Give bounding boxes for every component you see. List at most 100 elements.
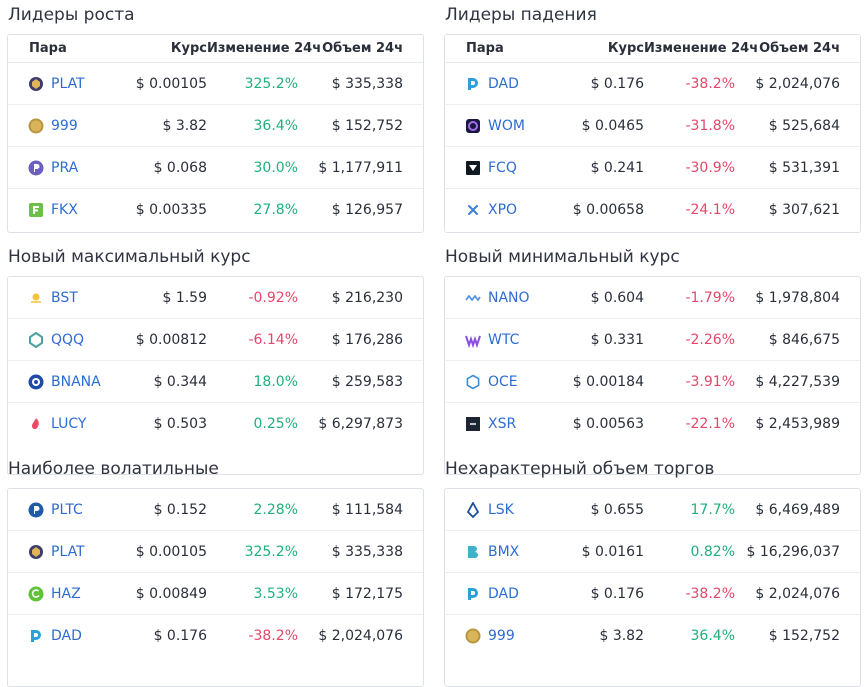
fcq-coin-icon <box>465 160 481 176</box>
price-cell: $ 0.0465 <box>581 117 644 134</box>
pair-link[interactable]: WOM <box>488 117 525 134</box>
pair-link[interactable]: DAD <box>51 627 82 644</box>
table-row[interactable]: LSK $ 0.655 17.7% $ 6,469,489 <box>445 489 860 531</box>
price-cell: $ 0.00563 <box>572 415 644 432</box>
table-row[interactable]: DAD $ 0.176 -38.2% $ 2,024,076 <box>8 615 423 656</box>
pair-link[interactable]: BST <box>51 289 78 306</box>
price-cell: $ 0.344 <box>153 373 207 390</box>
price-cell: $ 0.00335 <box>135 201 207 218</box>
change-cell: -30.9% <box>685 159 735 176</box>
col-header-pair: Пара <box>29 41 67 56</box>
section-most-volatile: Наиболее волатильные PLTC $ 0.152 2.28% … <box>7 454 424 687</box>
999-coin-icon <box>465 628 481 644</box>
section-top-gainers: Лидеры роста Пара Курс Изменение 24ч Объ… <box>7 0 424 233</box>
table-row[interactable]: BNANA $ 0.344 18.0% $ 259,583 <box>8 361 423 403</box>
price-cell: $ 3.82 <box>599 627 644 644</box>
pair-link[interactable]: OCE <box>488 373 518 390</box>
pair-link[interactable]: PLTC <box>51 501 83 518</box>
change-cell: -38.2% <box>685 75 735 92</box>
section-title: Новый максимальный курс <box>8 247 251 267</box>
pair-link[interactable]: FCQ <box>488 159 517 176</box>
pair-link[interactable]: LSK <box>488 501 514 518</box>
pair-link[interactable]: XSR <box>488 415 517 432</box>
table-row[interactable]: BMX $ 0.0161 0.82% $ 16,296,037 <box>445 531 860 573</box>
table-row[interactable]: FCQ $ 0.241 -30.9% $ 531,391 <box>445 147 860 189</box>
change-cell: -22.1% <box>685 415 735 432</box>
pairs-table: Пара Курс Изменение 24ч Объем 24ч DAD $ … <box>444 34 861 233</box>
change-cell: -38.2% <box>685 585 735 602</box>
col-header-price: Курс <box>170 41 207 56</box>
pair-link[interactable]: XPO <box>488 201 518 218</box>
table-row[interactable]: WOM $ 0.0465 -31.8% $ 525,684 <box>445 105 860 147</box>
price-cell: $ 0.331 <box>590 331 644 348</box>
price-cell: $ 0.176 <box>153 627 207 644</box>
price-cell: $ 0.604 <box>590 289 644 306</box>
table-row[interactable]: DAD $ 0.176 -38.2% $ 2,024,076 <box>445 573 860 615</box>
volume-cell: $ 152,752 <box>768 627 840 644</box>
change-cell: 325.2% <box>244 75 298 92</box>
price-cell: $ 0.655 <box>590 501 644 518</box>
pair-link[interactable]: QQQ <box>51 331 85 348</box>
table-row[interactable]: LUCY $ 0.503 0.25% $ 6,297,873 <box>8 403 423 444</box>
table-row[interactable]: NANO $ 0.604 -1.79% $ 1,978,804 <box>445 277 860 319</box>
pair-link[interactable]: FKX <box>51 201 78 218</box>
volume-cell: $ 6,297,873 <box>318 415 403 432</box>
section-title: Лидеры роста <box>8 5 135 25</box>
change-cell: 0.25% <box>253 415 298 432</box>
table-row[interactable]: DAD $ 0.176 -38.2% $ 2,024,076 <box>445 63 860 105</box>
table-row[interactable]: 999 $ 3.82 36.4% $ 152,752 <box>445 615 860 656</box>
table-row[interactable]: XPO $ 0.00658 -24.1% $ 307,621 <box>445 189 860 230</box>
change-cell: -38.2% <box>248 627 298 644</box>
volume-cell: $ 2,024,076 <box>755 75 840 92</box>
col-header-pair: Пара <box>466 41 504 56</box>
pair-link[interactable]: PLAT <box>51 75 85 92</box>
volume-cell: $ 6,469,489 <box>755 501 840 518</box>
pair-link[interactable]: LUCY <box>51 415 87 432</box>
bmx-coin-icon <box>465 544 481 560</box>
pair-link[interactable]: BMX <box>488 543 520 560</box>
volume-cell: $ 259,583 <box>331 373 403 390</box>
pair-link[interactable]: 999 <box>51 117 78 134</box>
pair-link[interactable]: BNANA <box>51 373 101 390</box>
table-row[interactable]: FKX $ 0.00335 27.8% $ 126,957 <box>8 189 423 230</box>
table-row[interactable]: PLAT $ 0.00105 325.2% $ 335,338 <box>8 63 423 105</box>
price-cell: $ 0.00849 <box>135 585 207 602</box>
pair-link[interactable]: HAZ <box>51 585 81 602</box>
volume-cell: $ 2,453,989 <box>755 415 840 432</box>
pair-link[interactable]: DAD <box>488 585 519 602</box>
table-row[interactable]: PRA $ 0.068 30.0% $ 1,177,911 <box>8 147 423 189</box>
table-row[interactable]: OCE $ 0.00184 -3.91% $ 4,227,539 <box>445 361 860 403</box>
bst-coin-icon <box>28 290 44 306</box>
wtc-coin-icon <box>465 332 481 348</box>
wom-coin-icon <box>465 118 481 134</box>
pair-link[interactable]: NANO <box>488 289 530 306</box>
table-row[interactable]: QQQ $ 0.00812 -6.14% $ 176,286 <box>8 319 423 361</box>
price-cell: $ 0.00105 <box>135 543 207 560</box>
price-cell: $ 0.241 <box>590 159 644 176</box>
pair-link[interactable]: PLAT <box>51 543 85 560</box>
table-row[interactable]: WTC $ 0.331 -2.26% $ 846,675 <box>445 319 860 361</box>
price-cell: $ 0.00184 <box>572 373 644 390</box>
pair-link[interactable]: 999 <box>488 627 515 644</box>
change-cell: 0.82% <box>690 543 735 560</box>
bnana-coin-icon <box>28 374 44 390</box>
table-row[interactable]: PLAT $ 0.00105 325.2% $ 335,338 <box>8 531 423 573</box>
table-row[interactable]: BST $ 1.59 -0.92% $ 216,230 <box>8 277 423 319</box>
table-row[interactable]: PLTC $ 0.152 2.28% $ 111,584 <box>8 489 423 531</box>
section-new-high: Новый максимальный курс BST $ 1.59 -0.92… <box>7 242 424 475</box>
table-row[interactable]: XSR $ 0.00563 -22.1% $ 2,453,989 <box>445 403 860 444</box>
table-row[interactable]: HAZ $ 0.00849 3.53% $ 172,175 <box>8 573 423 615</box>
price-cell: $ 0.00658 <box>572 201 644 218</box>
price-cell: $ 0.0161 <box>581 543 644 560</box>
table-row[interactable]: 999 $ 3.82 36.4% $ 152,752 <box>8 105 423 147</box>
pair-link[interactable]: PRA <box>51 159 79 176</box>
volume-cell: $ 4,227,539 <box>755 373 840 390</box>
pair-link[interactable]: DAD <box>488 75 519 92</box>
pair-link[interactable]: WTC <box>488 331 520 348</box>
xpo-coin-icon <box>465 202 481 218</box>
pairs-table: Пара Курс Изменение 24ч Объем 24ч PLAT $… <box>7 34 424 233</box>
volume-cell: $ 176,286 <box>331 331 403 348</box>
change-cell: 3.53% <box>253 585 298 602</box>
volume-cell: $ 335,338 <box>331 75 403 92</box>
change-cell: -2.26% <box>685 331 735 348</box>
